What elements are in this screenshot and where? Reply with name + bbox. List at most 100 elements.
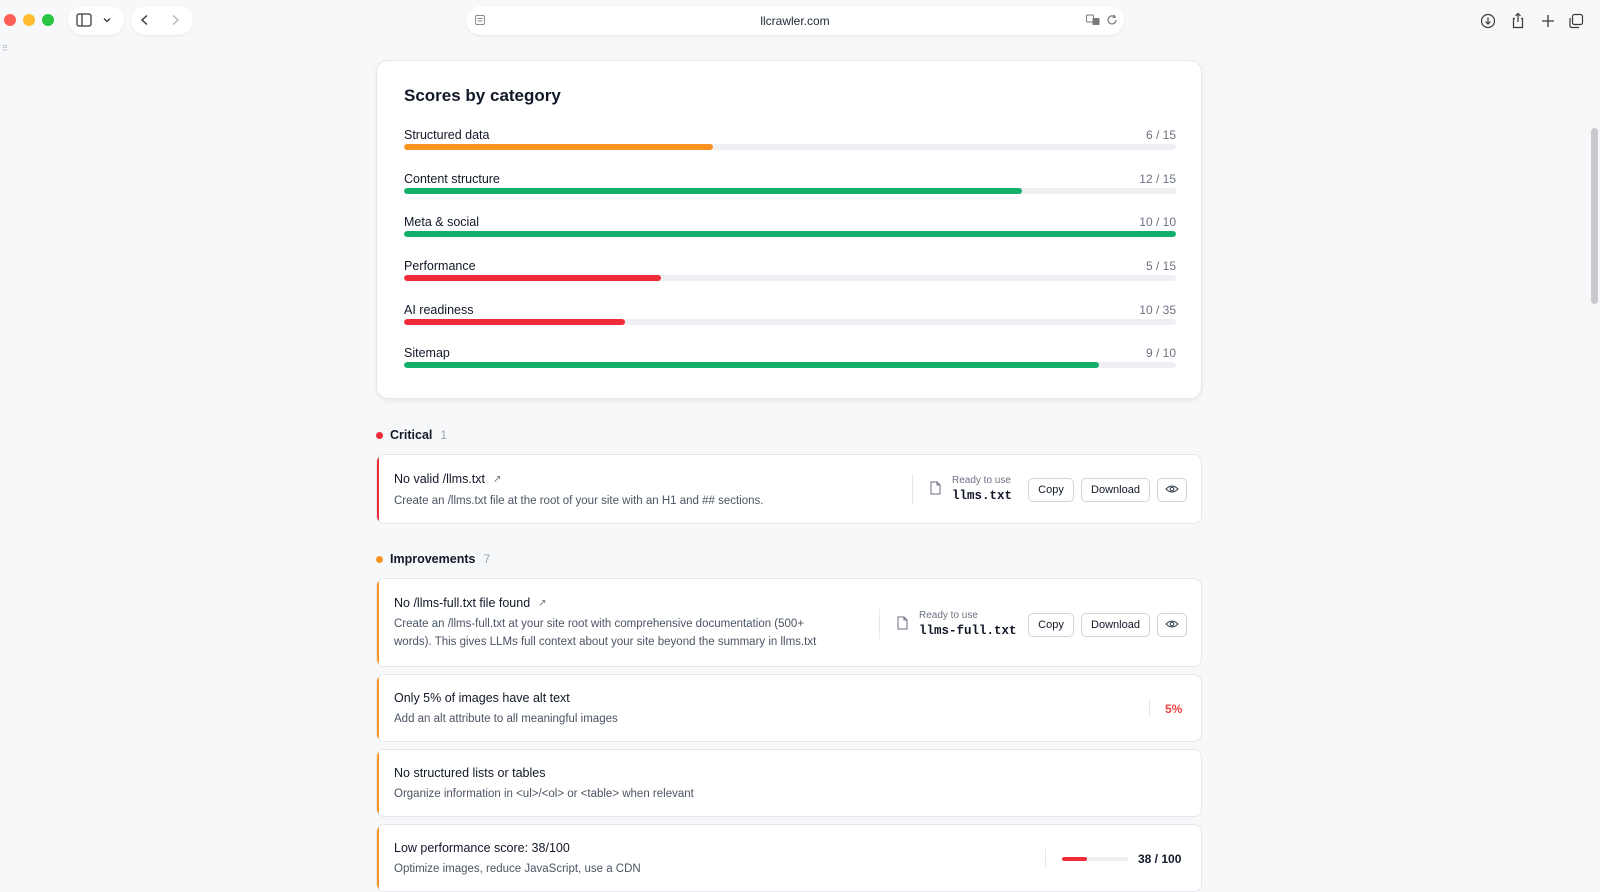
ready-file-name: llms.txt [952, 489, 1013, 503]
issue-card-lists-tables: No structured lists or tables Organize i… [376, 749, 1202, 817]
category-progress-track [404, 188, 1176, 194]
critical-dot-icon [376, 431, 383, 439]
sidebar-icon[interactable] [76, 13, 92, 27]
category-ai-readiness: AI readiness 10 / 35 [404, 303, 1176, 333]
scores-card: Scores by category Structured data 6 / 1… [376, 60, 1202, 399]
download-button[interactable]: Download [1081, 478, 1150, 502]
category-label: Structured data [404, 128, 490, 142]
minimize-window-button[interactable] [23, 14, 35, 26]
category-progress-track [404, 275, 1176, 281]
issue-accent [377, 825, 379, 891]
issue-description-line-2: words). This gives LLMs full context abo… [394, 636, 817, 648]
reload-icon[interactable] [1106, 14, 1118, 26]
ready-to-use-label: Ready to use [952, 475, 1011, 486]
file-icon [897, 616, 908, 635]
issue-title[interactable]: Low performance score: 38/100 [394, 841, 570, 855]
category-progress-track [404, 231, 1176, 237]
close-window-button[interactable] [4, 14, 16, 26]
issue-card-llms-txt: No valid /llms.txt ↗ Create an /llms.txt… [376, 454, 1202, 524]
category-meta-social: Meta & social 10 / 10 [404, 215, 1176, 245]
issue-title-text[interactable]: Low performance score: 38/100 [394, 841, 570, 855]
page-menu-icon[interactable] [474, 14, 486, 26]
category-label: AI readiness [404, 303, 474, 317]
issue-card-alt-text: Only 5% of images have alt text Add an a… [376, 674, 1202, 742]
category-score: 9 / 10 [1145, 346, 1176, 360]
issue-accent [377, 675, 379, 741]
divider [879, 609, 880, 639]
copy-button[interactable]: Copy [1028, 478, 1074, 502]
improvements-section-header: Improvements 7 [376, 552, 490, 566]
forward-arrow-icon[interactable] [169, 14, 181, 26]
preview-button[interactable] [1157, 613, 1187, 637]
improvements-dot-icon [376, 555, 383, 563]
category-label: Meta & social [404, 215, 480, 229]
alt-text-percentage: 5% [1165, 702, 1183, 716]
downloads-icon[interactable] [1480, 13, 1496, 29]
category-progress-track [404, 144, 1176, 150]
scrollbar[interactable] [1590, 42, 1600, 882]
eye-icon [1165, 484, 1179, 497]
eye-icon [1165, 619, 1179, 632]
performance-score: 38 / 100 [1138, 852, 1182, 866]
issue-accent [377, 750, 379, 816]
share-icon[interactable] [1510, 12, 1526, 29]
ready-to-use-label: Ready to use [919, 610, 978, 621]
back-arrow-icon[interactable] [139, 14, 151, 26]
zoom-window-button[interactable] [42, 14, 54, 26]
external-link-icon[interactable]: ↗ [493, 473, 502, 485]
category-progress-fill [404, 275, 662, 281]
ready-file-name: llms-full.txt [919, 624, 1017, 638]
file-icon [930, 481, 941, 500]
divider [1149, 699, 1150, 717]
copy-button[interactable]: Copy [1028, 613, 1074, 637]
performance-progress-fill [1062, 857, 1088, 861]
issue-description: Organize information in <ul>/<ol> or <ta… [394, 788, 694, 800]
issue-card-llms-full: No /llms-full.txt file found ↗ Create an… [376, 578, 1202, 667]
translate-icon[interactable] [1086, 14, 1100, 26]
issue-description: Add an alt attribute to all meaningful i… [394, 713, 618, 725]
new-tab-icon[interactable] [1540, 13, 1556, 29]
category-label: Content structure [404, 172, 500, 186]
address-bar[interactable]: llcrawler.com [466, 6, 1124, 35]
improvements-count: 7 [483, 552, 491, 566]
category-structured-data: Structured data 6 / 15 [404, 128, 1176, 158]
category-score: 12 / 15 [1139, 172, 1176, 186]
issue-title[interactable]: Only 5% of images have alt text [394, 691, 570, 705]
category-score: 5 / 15 [1145, 259, 1176, 273]
sidebar-toggle-group [68, 6, 124, 35]
issue-title[interactable]: No structured lists or tables [394, 766, 545, 780]
category-progress-track [404, 362, 1176, 368]
issue-description: Optimize images, reduce JavaScript, use … [394, 863, 641, 875]
category-score: 10 / 10 [1139, 215, 1176, 229]
category-label: Sitemap [404, 346, 450, 360]
url-text: llcrawler.com [760, 13, 830, 28]
category-score: 6 / 15 [1145, 128, 1176, 142]
issue-title-text[interactable]: No valid /llms.txt [394, 472, 485, 486]
preview-button[interactable] [1157, 478, 1187, 502]
drag-grip-icon[interactable]: ⠿ [2, 44, 8, 53]
issue-title-text[interactable]: No /llms-full.txt file found [394, 596, 531, 610]
issue-accent [377, 455, 379, 523]
issue-title-text[interactable]: Only 5% of images have alt text [394, 691, 570, 705]
issue-accent [377, 579, 379, 666]
issue-title[interactable]: No valid /llms.txt ↗ [394, 472, 501, 486]
tab-overview-icon[interactable] [1568, 13, 1584, 29]
issue-title-text[interactable]: No structured lists or tables [394, 766, 546, 780]
download-button[interactable]: Download [1081, 613, 1150, 637]
browser-toolbar: llcrawler.com [0, 0, 1600, 42]
issue-title[interactable]: No /llms-full.txt file found ↗ [394, 596, 547, 610]
performance-progress-track [1062, 857, 1128, 861]
issue-card-performance: Low performance score: 38/100 Optimize i… [376, 824, 1202, 892]
scores-title: Scores by category [404, 86, 561, 105]
category-label: Performance [404, 259, 476, 273]
category-progress-fill [404, 231, 1176, 237]
critical-label: Critical [390, 428, 433, 442]
external-link-icon[interactable]: ↗ [538, 597, 547, 609]
category-progress-track [404, 319, 1176, 325]
divider [912, 474, 913, 504]
scrollbar-thumb[interactable] [1591, 128, 1598, 304]
critical-section-header: Critical 1 [376, 428, 447, 442]
chevron-down-icon[interactable] [102, 15, 112, 25]
critical-count: 1 [440, 428, 448, 442]
category-progress-fill [404, 144, 713, 150]
